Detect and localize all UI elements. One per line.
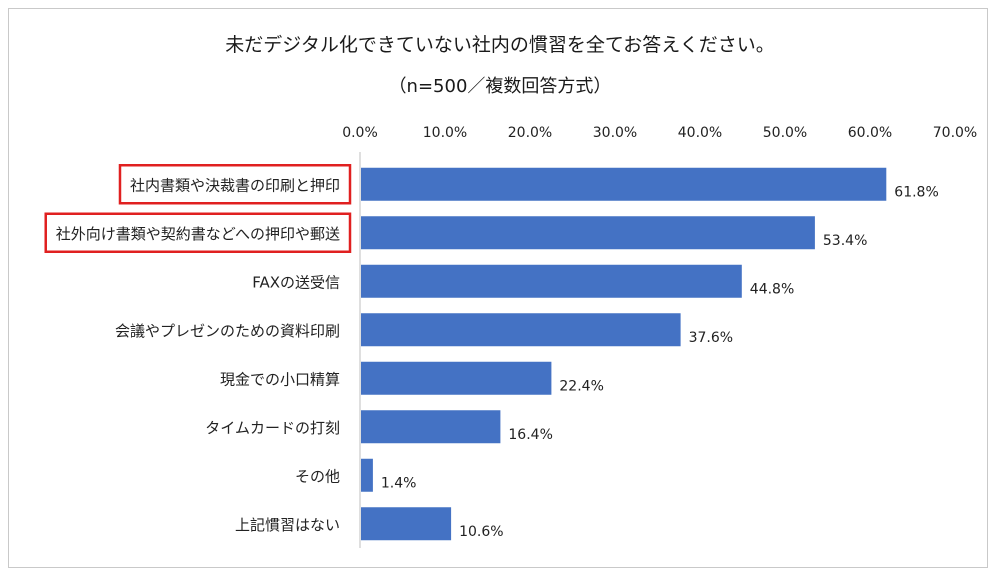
highlight-box: [118, 164, 352, 205]
bar: [361, 361, 552, 395]
value-label: 1.4%: [381, 475, 417, 491]
category-label: 現金での小口精算: [220, 370, 340, 388]
x-tick-label: 70.0%: [933, 125, 977, 141]
bar: [361, 313, 681, 347]
x-tick-label: 40.0%: [678, 125, 722, 141]
x-tick-label: 30.0%: [593, 125, 637, 141]
bar: [361, 410, 501, 444]
value-label: 53.4%: [823, 233, 867, 249]
x-tick-label: 10.0%: [423, 125, 467, 141]
value-labels: 61.8% 53.4% 44.8% 37.6% 22.4% 16.4% 1.4% 10.6%: [381, 184, 939, 540]
x-tick-label: 60.0%: [848, 125, 892, 141]
category-label: FAXの送受信: [252, 273, 340, 291]
x-tick-label: 0.0%: [342, 125, 378, 141]
chart-title: 未だデジタル化できていない社内の慣習を全てお答えください。: [225, 34, 775, 56]
highlight-boxes: [44, 164, 352, 253]
value-label: 22.4%: [559, 378, 603, 394]
category-label: その他: [295, 467, 340, 485]
chart-subtitle: （n=500／複数回答方式）: [388, 76, 612, 97]
category-label: 会議やプレゼンのための資料印刷: [115, 322, 340, 340]
value-label: 10.6%: [459, 524, 503, 540]
bars: [361, 167, 887, 541]
value-label: 61.8%: [894, 184, 938, 200]
bar: [361, 216, 815, 250]
x-tick-label: 50.0%: [763, 125, 807, 141]
highlight-box: [44, 212, 352, 253]
bar: [361, 264, 742, 298]
value-label: 44.8%: [750, 281, 794, 297]
bar: [361, 458, 373, 492]
category-label: 社外向け書類や契約書などへの押印や郵送: [56, 225, 340, 243]
category-label: 上記慣習はない: [235, 516, 340, 534]
bar: [361, 167, 887, 201]
category-label: タイムカードの打刻: [205, 419, 340, 437]
x-tick-label: 20.0%: [508, 125, 552, 141]
x-axis-ticks: 0.0% 10.0% 20.0% 30.0% 40.0% 50.0% 60.0% 70.0%: [342, 125, 977, 141]
value-label: 37.6%: [689, 330, 733, 346]
value-label: 16.4%: [508, 427, 552, 443]
bar: [361, 507, 452, 541]
category-label: 社内書類や決裁書の印刷と押印: [130, 176, 340, 194]
